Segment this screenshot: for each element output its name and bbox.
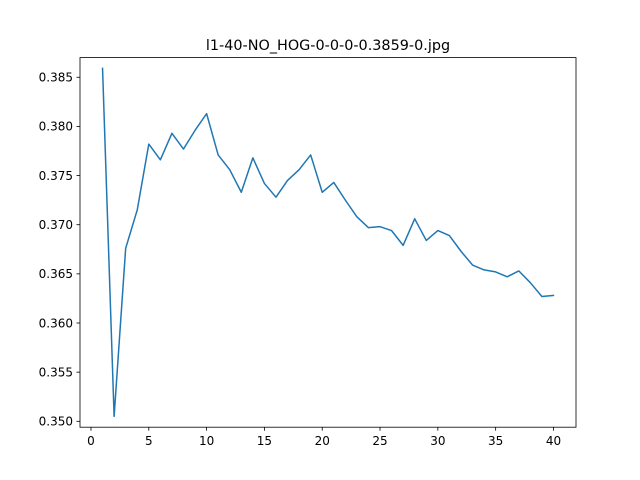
series-layer [101, 67, 555, 418]
y-tick-label: 0.360 [39, 316, 73, 330]
chart-title: l1-40-NO_HOG-0-0-0-0.3859-0.jpg [206, 38, 450, 54]
x-tick-label: 10 [199, 434, 214, 448]
y-tick-label: 0.365 [39, 267, 73, 281]
series-line-0 [101, 67, 555, 418]
y-tick-label: 0.385 [39, 71, 73, 85]
x-tick-label: 25 [372, 434, 387, 448]
y-axis-ticks: 0.350 0.355 0.360 0.365 0.370 0.375 0.380 0.385 [39, 71, 80, 429]
x-tick-label: 20 [315, 434, 330, 448]
x-axis-ticks: 0 5 10 15 20 25 30 35 40 [87, 427, 561, 448]
x-tick-label: 5 [145, 434, 153, 448]
x-tick-label: 30 [430, 434, 445, 448]
y-tick-label: 0.380 [39, 120, 73, 134]
y-tick-label: 0.350 [39, 415, 73, 429]
y-tick-label: 0.370 [39, 218, 73, 232]
x-tick-label: 15 [257, 434, 272, 448]
plot-area-frame [79, 57, 577, 428]
x-tick-label: 0 [87, 434, 95, 448]
x-tick-label: 35 [488, 434, 503, 448]
x-tick-label: 40 [546, 434, 561, 448]
y-tick-label: 0.355 [39, 365, 73, 379]
y-tick-label: 0.375 [39, 169, 73, 183]
